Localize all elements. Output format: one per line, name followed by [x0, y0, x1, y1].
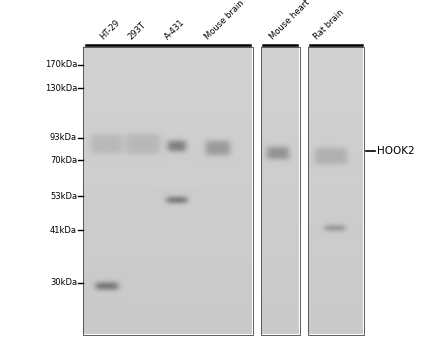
- Text: 41kDa: 41kDa: [50, 226, 77, 235]
- Text: 30kDa: 30kDa: [50, 278, 77, 287]
- Text: 53kDa: 53kDa: [50, 192, 77, 201]
- Bar: [83, 47, 253, 335]
- Text: A-431: A-431: [163, 18, 186, 41]
- Text: 293T: 293T: [126, 20, 147, 41]
- Text: Rat brain: Rat brain: [312, 8, 346, 41]
- Text: HOOK2: HOOK2: [377, 146, 414, 156]
- Text: Mouse heart: Mouse heart: [268, 0, 311, 41]
- Text: 170kDa: 170kDa: [45, 60, 77, 69]
- Text: HT-29: HT-29: [98, 18, 122, 41]
- Text: Mouse brain: Mouse brain: [203, 0, 246, 41]
- Bar: [261, 47, 300, 335]
- Bar: [308, 47, 364, 335]
- Text: 70kDa: 70kDa: [50, 156, 77, 165]
- Text: 93kDa: 93kDa: [50, 133, 77, 142]
- Text: 130kDa: 130kDa: [45, 84, 77, 93]
